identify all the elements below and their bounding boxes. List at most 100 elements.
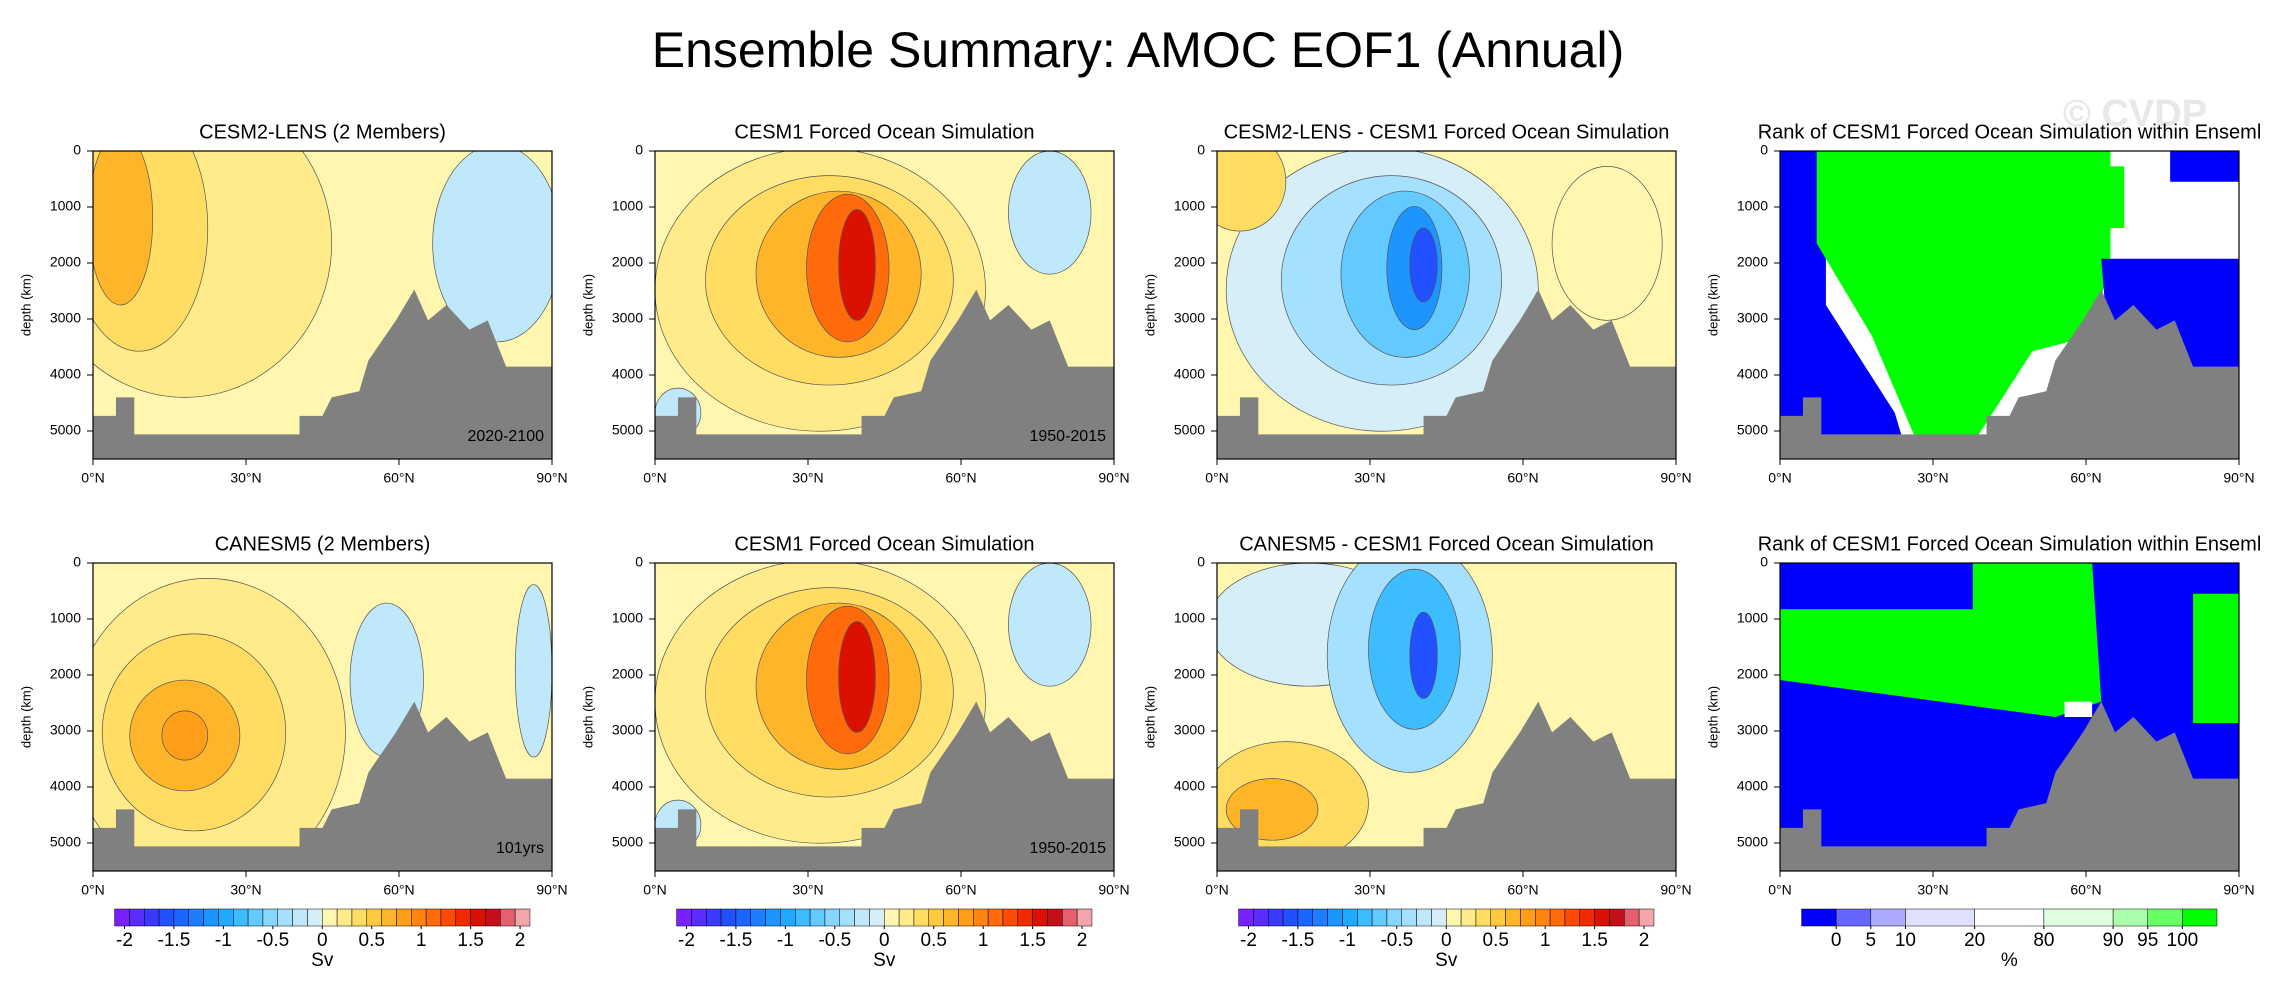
contour-region xyxy=(93,151,154,306)
contour-region xyxy=(1409,227,1438,303)
colorbar-box xyxy=(1002,908,1019,927)
colorbar-box xyxy=(720,908,737,927)
plot-frame xyxy=(654,150,1115,460)
y-tick-label: 0 xyxy=(1197,554,1205,570)
colorbar-box xyxy=(470,908,486,927)
rank-region xyxy=(2064,166,2125,228)
colorbar-box xyxy=(158,908,175,927)
panel-title: Rank of CESM1 Forced Ocean Simulation wi… xyxy=(1758,533,2262,555)
colorbar-box xyxy=(1017,908,1033,927)
y-tick-label: 1000 xyxy=(1737,198,1768,214)
contour-region xyxy=(161,710,209,761)
topography xyxy=(1217,289,1676,459)
colorbar-tick-label: -1.5 xyxy=(720,930,753,951)
x-tick-label: 60°N xyxy=(945,882,976,898)
x-tick-label: 60°N xyxy=(2070,882,2101,898)
colorbar-box xyxy=(1357,908,1373,927)
y-tick-label: 4000 xyxy=(50,366,81,382)
x-tick-label: 0°N xyxy=(81,470,105,486)
colorbar-box xyxy=(780,908,796,927)
colorbar-box xyxy=(1535,908,1551,927)
colorbar-tick-label: 0 xyxy=(1831,930,1842,951)
panel-title: CESM1 Forced Ocean Simulation xyxy=(734,533,1034,555)
y-tick-label: 2000 xyxy=(1174,666,1205,682)
colorbar-box xyxy=(869,908,885,927)
colorbar-box xyxy=(898,908,915,927)
colorbar-tick-label: -2 xyxy=(116,930,133,951)
topography xyxy=(93,701,552,871)
colorbar-box xyxy=(1371,908,1388,927)
panel-title: CESM2-LENS - CESM1 Forced Ocean Simulati… xyxy=(1224,121,1670,143)
plot-frame xyxy=(1779,562,2240,872)
field xyxy=(1780,563,2239,871)
panel-title: CANESM5 (2 Members) xyxy=(215,533,431,555)
colorbar-box xyxy=(1282,908,1299,927)
x-tick-label: 60°N xyxy=(945,470,976,486)
colorbar-box xyxy=(1490,908,1506,927)
rank-region xyxy=(1816,151,2111,444)
y-tick-label: 5000 xyxy=(612,422,643,438)
colorbar-box xyxy=(1835,908,1872,927)
x-tick-label: 30°N xyxy=(230,470,261,486)
y-axis-label: depth (km) xyxy=(18,686,33,748)
colorbar-box xyxy=(973,908,989,927)
y-tick-label: 3000 xyxy=(50,310,81,326)
panel: CANESM5 (2 Members) 101yrs depth (km) 0 1000… xyxy=(18,533,567,897)
colorbar-tick-label: -1.5 xyxy=(158,930,191,951)
field xyxy=(1217,151,1676,459)
colorbar: 0 5 10 20 80 90 95 100% xyxy=(1801,908,2218,971)
contour-region xyxy=(1551,166,1663,321)
colorbar-box xyxy=(351,908,368,927)
colorbar-label: % xyxy=(2001,950,2018,971)
field xyxy=(1217,563,1676,871)
topography xyxy=(1780,701,2239,871)
colorbar-box xyxy=(824,908,841,927)
colorbar-box xyxy=(1974,908,2045,927)
x-tick-label: 0°N xyxy=(81,882,105,898)
panel-title: CESM1 Forced Ocean Simulation xyxy=(734,121,1034,143)
colorbar-box xyxy=(1564,908,1581,927)
colorbar-tick-label: 5 xyxy=(1866,930,1877,951)
colorbar-box xyxy=(1549,908,1566,927)
annotation: 2020-2100 xyxy=(467,428,544,445)
colorbar-tick-label: 0 xyxy=(317,930,328,951)
contour-region xyxy=(514,584,552,758)
colorbar-box xyxy=(1609,908,1625,927)
colorbar-tick-label: -0.5 xyxy=(1380,930,1413,951)
x-tick-label: 0°N xyxy=(643,470,667,486)
colorbar-box xyxy=(1801,908,1837,927)
panel: CESM1 Forced Ocean Simulation 1950-2015 de… xyxy=(580,533,1129,897)
field xyxy=(93,563,552,871)
colorbar-tick-label: -1 xyxy=(1339,930,1356,951)
panel: Rank of CESM1 Forced Ocean Simulation wi… xyxy=(1705,533,2261,897)
colorbar-box xyxy=(218,908,234,927)
y-tick-label: 2000 xyxy=(1174,254,1205,270)
y-tick-label: 2000 xyxy=(1737,254,1768,270)
annotation: 101yrs xyxy=(496,840,544,857)
y-tick-label: 4000 xyxy=(1174,366,1205,382)
colorbar-box xyxy=(2043,908,2114,927)
colorbar-tick-label: 0.5 xyxy=(921,930,947,951)
panel-title: CANESM5 - CESM1 Forced Ocean Simulation xyxy=(1239,533,1654,555)
colorbar-tick-label: 1 xyxy=(1540,930,1551,951)
annotation: 1950-2015 xyxy=(1029,428,1106,445)
colorbar-box xyxy=(1460,908,1477,927)
colorbar-box xyxy=(913,908,930,927)
colorbar-box xyxy=(676,908,692,927)
colorbar-box xyxy=(1870,908,1906,927)
rank-region xyxy=(2193,593,2239,724)
x-tick-label: 90°N xyxy=(2223,882,2254,898)
y-tick-label: 3000 xyxy=(612,310,643,326)
colorbar-tick-label: 1.5 xyxy=(1581,930,1607,951)
colorbar-tick-label: 1.5 xyxy=(1019,930,1045,951)
y-axis-label: depth (km) xyxy=(1142,686,1157,748)
contour-region xyxy=(838,209,876,321)
colorbar-box xyxy=(425,908,442,927)
x-tick-label: 60°N xyxy=(1507,882,1538,898)
x-tick-label: 90°N xyxy=(536,882,567,898)
y-tick-label: 5000 xyxy=(1174,422,1205,438)
y-tick-label: 0 xyxy=(1760,142,1768,158)
field xyxy=(655,151,1114,459)
y-tick-label: 3000 xyxy=(1174,722,1205,738)
x-tick-label: 30°N xyxy=(792,882,823,898)
